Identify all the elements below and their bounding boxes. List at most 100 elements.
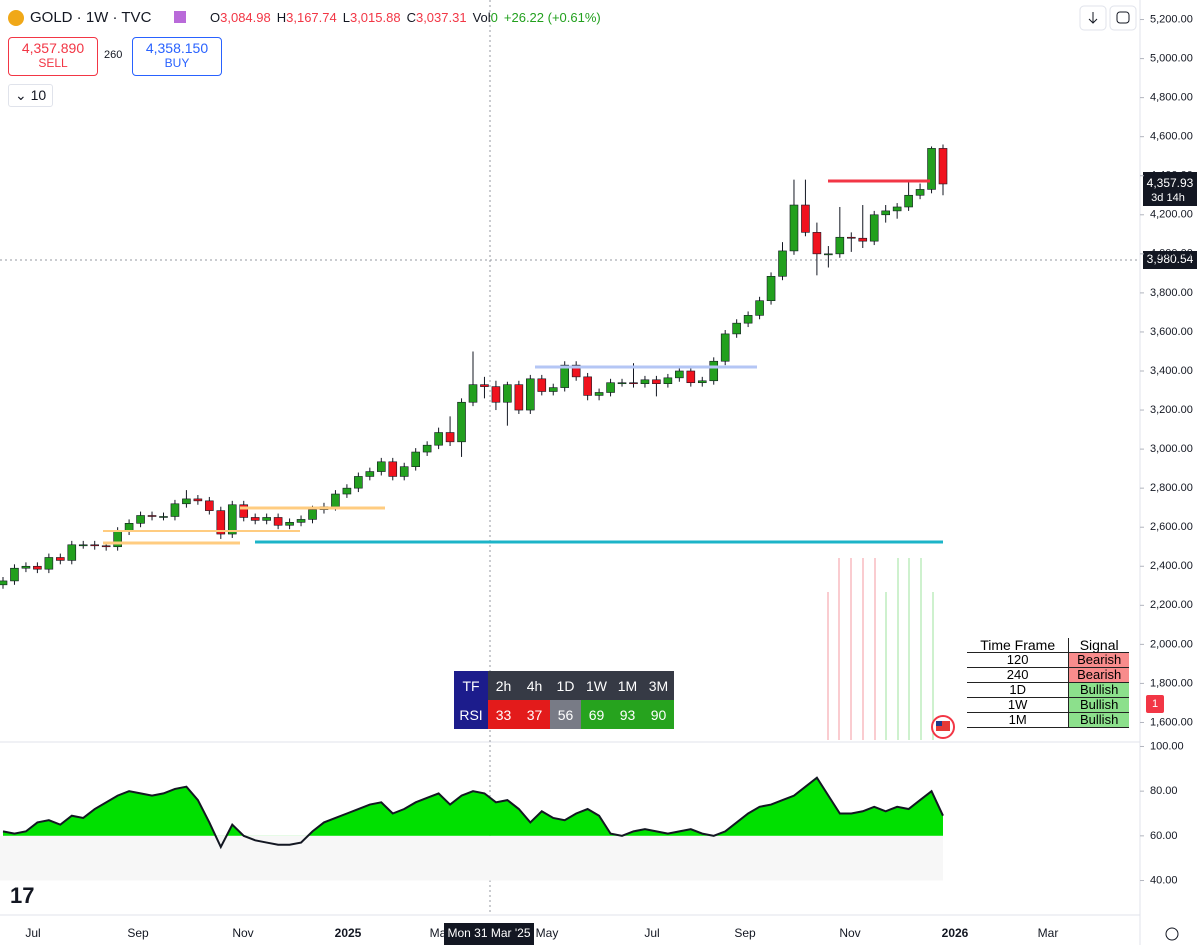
ohlc-value: 3,167.74 <box>286 10 337 25</box>
vol: 0 <box>490 10 498 25</box>
candle-body <box>457 401 466 443</box>
candle-body <box>262 517 271 521</box>
rsi-cell: 33 <box>488 700 519 729</box>
signal-cell: Bullish <box>1068 712 1129 728</box>
candle-body <box>342 487 352 495</box>
signal-cell: Bearish <box>1068 667 1129 683</box>
label-cell: RSI <box>454 700 488 729</box>
candle-body <box>33 565 42 570</box>
download-btn[interactable] <box>1079 5 1107 31</box>
symbol: GOLD · 1W · TVC <box>30 9 152 26</box>
qty: 10 <box>30 87 47 103</box>
candle-body <box>491 386 501 403</box>
y-tick-label: 3,400.00 <box>1150 365 1193 377</box>
qty-select[interactable]: ⌄ 10 <box>8 84 54 107</box>
y-tick-label: 2,400.00 <box>1150 560 1193 572</box>
candle-body <box>629 382 638 385</box>
buy-button[interactable]: 4,358.150 BUY <box>132 37 222 76</box>
candle-body <box>67 544 77 561</box>
rsi-tick-label: 40.00 <box>1150 874 1178 886</box>
header-cell: 3M <box>643 671 674 700</box>
flag-mark <box>174 11 186 23</box>
row: RSI 33 37 56 69 93 90 <box>454 700 674 729</box>
sell-button[interactable]: 4,357.890 SELL <box>8 37 98 76</box>
candle-body <box>675 370 684 379</box>
flag-icon <box>936 721 950 731</box>
candle-body <box>835 236 845 255</box>
candle-body <box>159 516 168 518</box>
last-price: 4,357.93 <box>1147 176 1194 190</box>
y-tick-label: 3,600.00 <box>1150 326 1193 338</box>
time-label: 2025 <box>335 926 362 940</box>
flag-icon <box>936 721 942 726</box>
candle-body <box>663 377 673 384</box>
candle-body <box>101 545 111 548</box>
candle-body <box>10 567 19 582</box>
header-cell: 4h <box>519 671 550 700</box>
candle-body <box>227 504 237 535</box>
candle-body <box>904 194 913 208</box>
candle-body <box>365 471 375 477</box>
marks <box>0 144 948 589</box>
rsi-cell: 37 <box>519 700 550 729</box>
candle-body <box>652 379 661 384</box>
candle-body <box>285 522 294 526</box>
header-cell: Signal <box>1068 638 1129 653</box>
ohlc-key: L <box>342 10 350 25</box>
signal-table: Time Frame Signal 120 Bearish 240 Bearish 1D Bu… <box>967 638 1129 728</box>
candle-body <box>124 523 134 532</box>
y-tick-label: 4,600.00 <box>1150 131 1193 143</box>
buy-label: BUY <box>164 56 190 70</box>
time-label: Mar <box>1038 926 1059 940</box>
y-tick-label: 3,800.00 <box>1150 287 1193 299</box>
y-tick-label: 3,000.00 <box>1150 443 1193 455</box>
y-tick-label: 2,200.00 <box>1150 599 1193 611</box>
candle-body <box>686 370 696 384</box>
candle-body <box>594 392 604 396</box>
settings-icon[interactable] <box>1165 927 1179 941</box>
row: 1W Bullish <box>967 697 1129 713</box>
candle-body <box>44 557 54 570</box>
header-cell: 1M <box>612 671 643 700</box>
candle-body <box>445 432 455 443</box>
candle-body <box>801 204 810 233</box>
alert-count: 1 <box>1152 698 1158 710</box>
candle-body <box>273 517 283 526</box>
row: TF 2h 4h 1D 1W 1M 3M <box>454 671 674 700</box>
candle-body <box>354 476 363 489</box>
candle-body <box>892 206 902 212</box>
candle-body <box>720 333 730 362</box>
price-axis <box>1140 0 1200 945</box>
candle-body <box>56 557 65 561</box>
y-tick-label: 5,000.00 <box>1150 52 1193 64</box>
ohlc-value: 3,037.31 <box>415 10 467 25</box>
tf-cell: 240 <box>967 667 1070 683</box>
y-tick-label: 4,800.00 <box>1150 92 1193 104</box>
candle-body <box>468 384 478 403</box>
candle-body <box>331 493 340 508</box>
rsi-cell: 69 <box>581 700 612 729</box>
alert-badge[interactable] <box>1146 695 1164 713</box>
fullscreen-btn[interactable] <box>1109 5 1137 31</box>
candle-body <box>147 515 157 517</box>
fullscreen-icon <box>1116 11 1130 24</box>
candle-body <box>812 232 822 255</box>
candle-body <box>21 565 31 569</box>
y-tick-label: 4,400.00 <box>1150 170 1193 182</box>
time-label: Jul <box>644 926 659 940</box>
rsi-lower-band <box>0 835 943 881</box>
candle-body <box>606 382 615 393</box>
y-tick-label: 1,600.00 <box>1150 716 1193 728</box>
y-tick-label: 2,800.00 <box>1150 482 1193 494</box>
candle-body <box>514 384 524 411</box>
candle-body <box>915 189 925 196</box>
ohlc: O3,084.98 H3,167.74 L3,015.88 C3,037.31 Vol0… <box>210 10 601 25</box>
candle-body <box>869 214 879 242</box>
symbol-icon <box>8 10 24 26</box>
rsi-tick-label: 80.00 <box>1150 785 1178 797</box>
candle-body <box>617 382 627 385</box>
candle-body <box>846 236 856 239</box>
candle-body <box>0 580 8 586</box>
tf-cell: 1W <box>967 697 1070 713</box>
candle-body <box>526 378 535 411</box>
